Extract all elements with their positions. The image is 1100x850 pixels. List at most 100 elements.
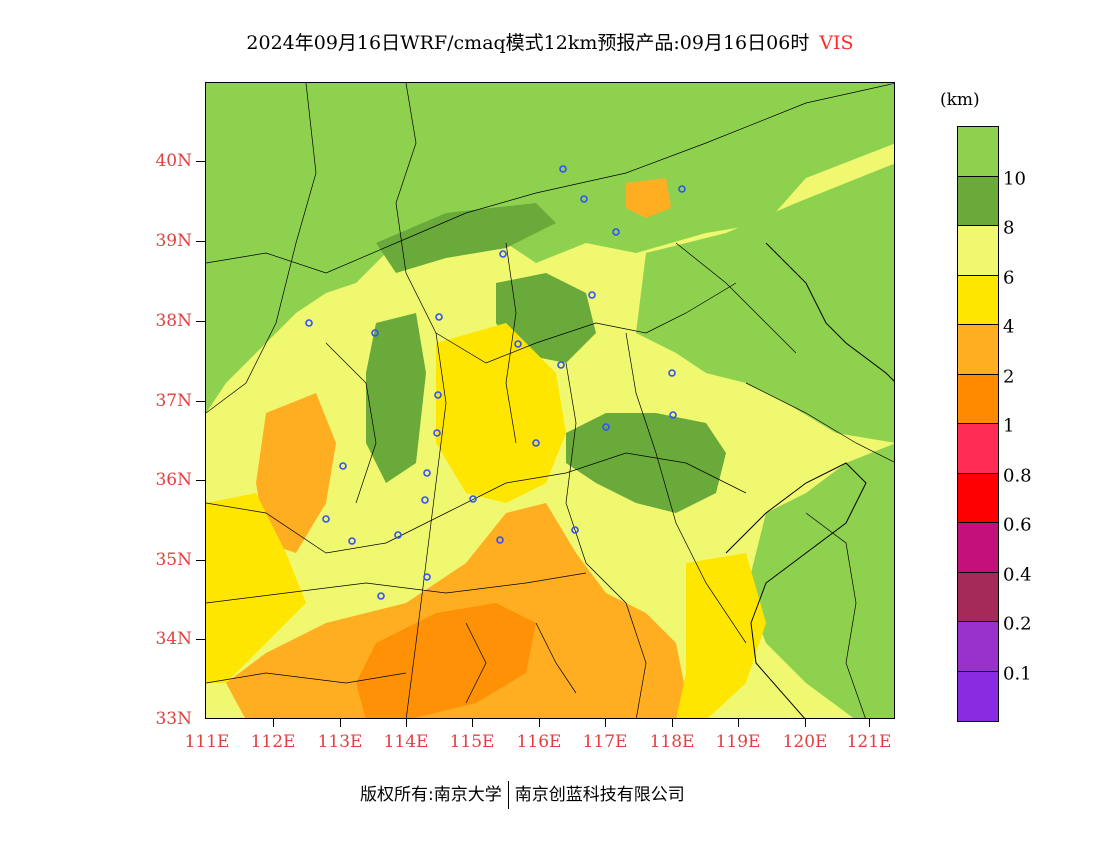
city-marker-6 (588, 291, 596, 299)
region-bj-orange (626, 178, 671, 218)
legend-swatch-2 (958, 226, 998, 276)
legend-swatch-1 (958, 176, 998, 226)
city-marker-2 (580, 195, 588, 203)
lon-label-114e: 114E (383, 732, 429, 752)
city-marker-7 (305, 319, 313, 327)
city-marker-9 (435, 313, 443, 321)
legend-swatch-5 (958, 374, 998, 424)
city-marker-18 (339, 462, 347, 470)
footer-divider (507, 781, 509, 809)
city-marker-19 (423, 469, 431, 477)
region-south-deeporange (356, 603, 536, 718)
legend-swatch-7 (958, 473, 998, 523)
lon-label-118e: 118E (649, 732, 695, 752)
legend-label: 4 (1003, 316, 1015, 338)
city-marker-11 (557, 361, 565, 369)
city-marker-23 (571, 526, 579, 534)
lon-tick (539, 719, 540, 727)
city-marker-8 (371, 329, 379, 337)
region-east-green (746, 443, 894, 718)
lon-label-117e: 117E (582, 732, 628, 752)
region-southwest-yellow (206, 493, 306, 683)
city-marker-16 (602, 423, 610, 431)
region-upper-darkgreen (376, 203, 556, 273)
coastline-south (725, 462, 867, 718)
lon-tick (340, 719, 341, 727)
lat-label-39n: 39N (155, 231, 192, 251)
city-marker-1 (559, 165, 567, 173)
legend-label: 8 (1003, 217, 1015, 239)
lat-tick (196, 321, 205, 322)
region-bohai-green (636, 163, 894, 443)
chart-title: 2024年09月16日WRF/cmaq模式12km预报产品:09月16日06时 V… (0, 28, 1100, 55)
legend-label: 0.1 (1003, 663, 1032, 685)
lon-tick (805, 719, 806, 727)
legend-label: 1 (1003, 415, 1015, 437)
region-north-green (206, 83, 894, 413)
copyright-footer: 版权所有:南京大学 南京创蓝科技有限公司 (360, 780, 685, 809)
city-marker-27 (423, 573, 431, 581)
legend-swatch-4 (958, 325, 998, 375)
lat-label-33n: 33N (155, 709, 192, 729)
title-variable: VIS (819, 32, 854, 54)
region-mid-darkgreen (566, 413, 726, 513)
city-marker-17 (532, 439, 540, 447)
legend-swatch-0 (958, 127, 998, 177)
lon-label-120e: 120E (782, 732, 828, 752)
lat-label-34n: 34N (155, 629, 192, 649)
city-marker-14 (669, 411, 677, 419)
lat-label-38n: 38N (155, 311, 192, 331)
region-west-orange (256, 393, 336, 553)
legend-label: 0.4 (1003, 564, 1032, 586)
legend-swatch-9 (958, 572, 998, 622)
legend-label: 6 (1003, 267, 1015, 289)
city-markers (305, 165, 686, 600)
lat-tick (196, 241, 205, 242)
lat-label-37n: 37N (155, 391, 192, 411)
lon-label-111e: 111E (184, 732, 230, 752)
legend-swatch-8 (958, 523, 998, 573)
coastline (765, 242, 894, 382)
lat-label-40n: 40N (155, 151, 192, 171)
city-marker-20 (421, 496, 429, 504)
city-marker-22 (322, 515, 330, 523)
copyright-right: 南京创蓝科技有限公司 (514, 785, 685, 805)
lon-label-121e: 121E (846, 732, 892, 752)
color-legend (957, 126, 999, 722)
city-marker-3 (678, 185, 686, 193)
city-marker-28 (377, 592, 385, 600)
lon-tick (605, 719, 606, 727)
lon-label-115e: 115E (449, 732, 495, 752)
lon-tick (738, 719, 739, 727)
city-marker-15 (433, 429, 441, 437)
legend-swatch-3 (958, 275, 998, 325)
visibility-map (205, 82, 895, 719)
city-marker-4 (612, 228, 620, 236)
lon-label-113e: 113E (317, 732, 363, 752)
lat-tick (196, 639, 205, 640)
copyright-left: 版权所有:南京大学 (360, 785, 502, 805)
city-marker-10 (514, 340, 522, 348)
city-marker-13 (434, 391, 442, 399)
region-west-darkgreen (366, 313, 426, 483)
city-marker-21 (469, 495, 477, 503)
lat-tick (196, 480, 205, 481)
lat-tick (196, 560, 205, 561)
region-southeast-yellow (676, 553, 766, 718)
city-marker-25 (348, 537, 356, 545)
lon-label-112e: 112E (250, 732, 296, 752)
lon-tick (406, 719, 407, 727)
legend-label: 0.8 (1003, 465, 1032, 487)
title-text: 2024年09月16日WRF/cmaq模式12km预报产品:09月16日06时 (246, 32, 810, 54)
map-canvas (206, 83, 894, 718)
legend-label: 0.6 (1003, 514, 1032, 536)
lon-label-116e: 116E (516, 732, 562, 752)
city-marker-26 (496, 536, 504, 544)
province-borders (206, 83, 894, 718)
city-marker-12 (668, 369, 676, 377)
lat-label-36n: 36N (155, 470, 192, 490)
lon-tick (472, 719, 473, 727)
city-marker-24 (394, 531, 402, 539)
lon-label-119e: 119E (715, 732, 761, 752)
legend-swatch-6 (958, 424, 998, 474)
